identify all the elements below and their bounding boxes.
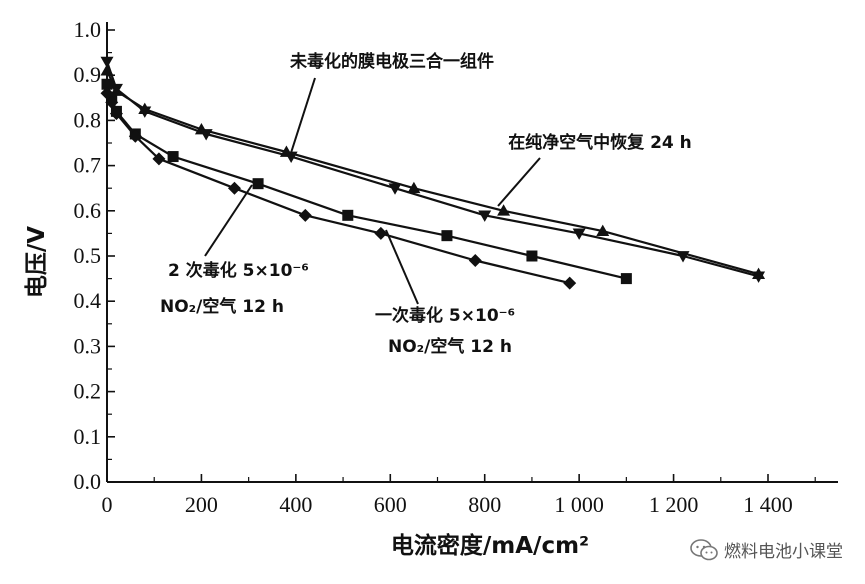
data-point-diamond bbox=[563, 276, 577, 290]
annotation-label: NO₂/空气 12 h bbox=[160, 296, 284, 317]
y-tick-label: 0.1 bbox=[74, 424, 102, 449]
leader-line bbox=[497, 157, 541, 207]
data-point-diamond bbox=[374, 226, 388, 240]
x-tick-label: 800 bbox=[468, 492, 501, 517]
y-tick-label: 0.3 bbox=[74, 333, 102, 358]
data-point-square bbox=[441, 230, 453, 242]
data-point-diamond bbox=[105, 95, 119, 109]
y-tick-label: 0.2 bbox=[74, 379, 102, 404]
data-point-diamond bbox=[152, 152, 166, 166]
data-point-triangle-up bbox=[752, 267, 766, 279]
data-point-diamond bbox=[100, 86, 114, 100]
y-tick-label: 0.6 bbox=[74, 198, 102, 223]
data-point-square bbox=[252, 178, 264, 190]
series-line bbox=[106, 70, 759, 276]
data-point-triangle-up bbox=[407, 181, 421, 194]
x-tick-label: 1 200 bbox=[649, 492, 699, 517]
y-tick-label: 0.7 bbox=[74, 153, 102, 178]
data-point-square bbox=[167, 151, 179, 163]
data-point-triangle-up bbox=[138, 102, 152, 114]
leader-line bbox=[289, 77, 316, 157]
data-point-square bbox=[526, 250, 538, 262]
annotation-label: 一次毒化 5×10⁻⁶ bbox=[375, 305, 515, 326]
data-point-triangle-up bbox=[100, 64, 114, 76]
x-tick-label: 200 bbox=[185, 492, 218, 517]
watermark-text: 燃料电池小课堂 bbox=[724, 542, 843, 562]
series-4 bbox=[100, 86, 577, 290]
data-point-triangle-up bbox=[497, 204, 511, 216]
data-point-triangle-down bbox=[388, 183, 402, 195]
y-axis-title: 电压/V bbox=[24, 226, 50, 298]
annotation-label: 2 次毒化 5×10⁻⁶ bbox=[168, 260, 309, 281]
x-tick-label: 0 bbox=[102, 492, 113, 517]
x-tick-label: 400 bbox=[279, 492, 312, 517]
data-point-diamond bbox=[468, 254, 482, 268]
data-point-triangle-down bbox=[572, 228, 586, 240]
watermark: 燃料电池小课堂 bbox=[690, 537, 843, 562]
series-2 bbox=[100, 64, 766, 279]
plot-area bbox=[100, 56, 766, 290]
annotation-label: 未毒化的膜电极三合一组件 bbox=[289, 51, 494, 72]
data-point-square bbox=[101, 78, 113, 90]
data-point-square bbox=[620, 273, 632, 285]
axes: 0.0 0.1 0.2 0.3 0.4 0.5 0.6 0.7 0.8 0.9 1.0 0 200 400… bbox=[24, 17, 838, 559]
data-point-square bbox=[342, 209, 354, 221]
x-axis-title: 电流密度/mA/cm² bbox=[391, 532, 589, 559]
annotation-label: 在纯净空气中恢复 24 h bbox=[508, 132, 692, 153]
series-3 bbox=[101, 78, 632, 285]
y-tick-label: 0.4 bbox=[74, 288, 102, 313]
data-point-diamond bbox=[298, 208, 312, 222]
wechat-icon bbox=[690, 538, 718, 560]
y-tick-label: 0.9 bbox=[74, 62, 102, 87]
data-point-triangle-down bbox=[478, 210, 492, 222]
data-point-diamond bbox=[109, 107, 123, 121]
x-tick-label: 1 000 bbox=[554, 492, 604, 517]
series-line bbox=[106, 92, 570, 285]
series-line bbox=[105, 83, 627, 280]
leader-line bbox=[204, 184, 253, 257]
data-point-triangle-up bbox=[596, 224, 610, 237]
data-point-diamond bbox=[227, 181, 241, 195]
x-tick-label: 600 bbox=[374, 492, 407, 517]
annotation-label: NO₂/空气 12 h bbox=[388, 336, 512, 357]
leader-line bbox=[385, 229, 419, 305]
y-tick-label: 0.5 bbox=[74, 243, 102, 268]
data-point-diamond bbox=[128, 129, 142, 143]
y-tick-label: 0.0 bbox=[74, 469, 102, 494]
y-tick-label: 1.0 bbox=[74, 17, 102, 42]
x-tick-label: 1 400 bbox=[743, 492, 793, 517]
data-point-triangle-up bbox=[194, 122, 208, 135]
data-point-triangle-down bbox=[100, 56, 114, 69]
y-tick-label: 0.8 bbox=[74, 107, 102, 132]
series-line bbox=[105, 61, 759, 278]
